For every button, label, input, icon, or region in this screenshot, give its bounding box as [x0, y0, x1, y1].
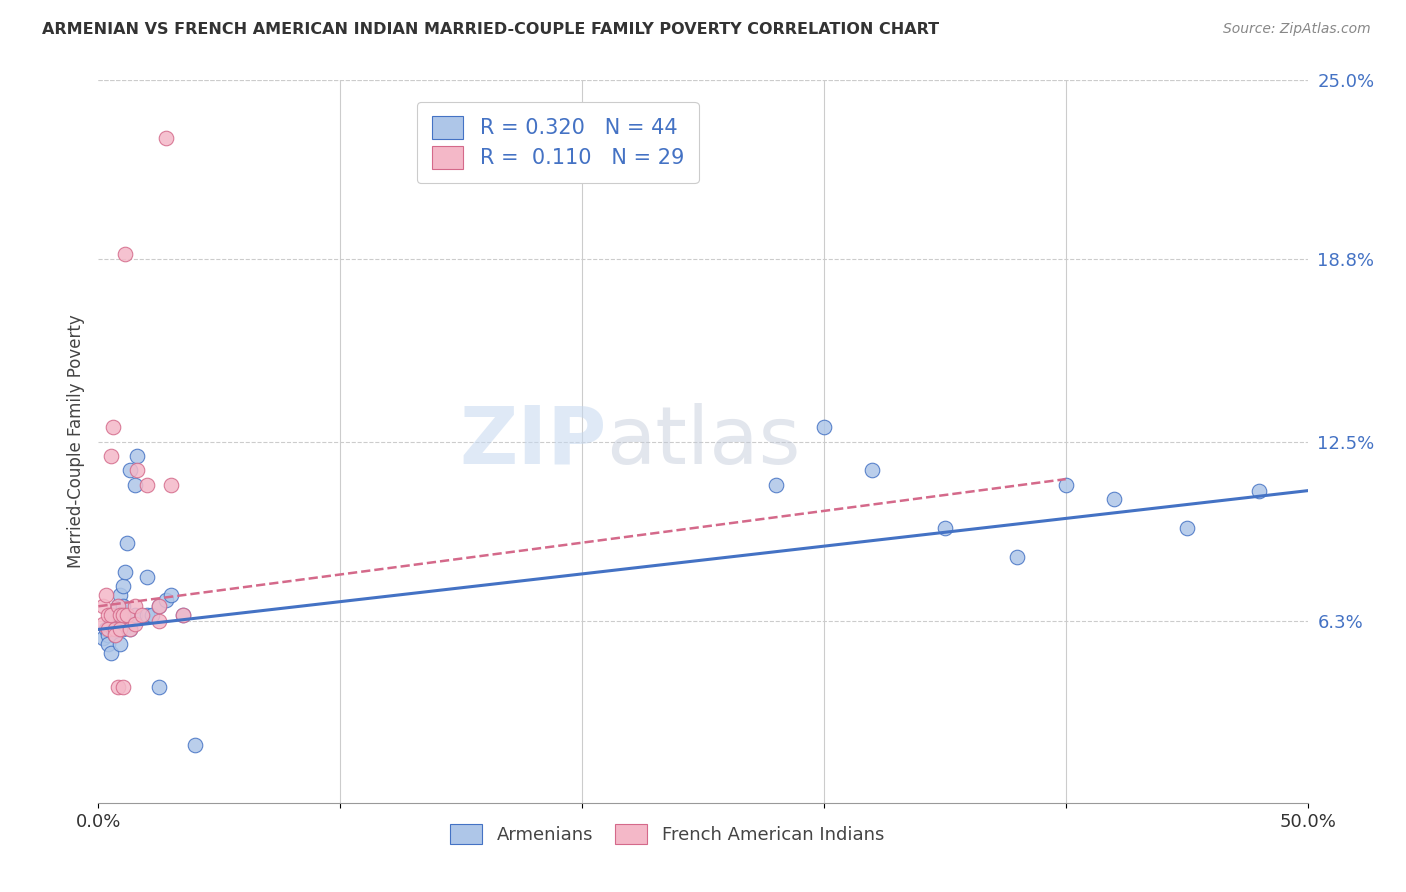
Point — [111, 579, 134, 593]
Point — [1054, 478, 1077, 492]
Point — [148, 599, 170, 614]
Y-axis label: Married-Couple Family Poverty: Married-Couple Family Poverty — [66, 315, 84, 568]
Point — [1102, 492, 1125, 507]
Point — [91, 616, 114, 631]
Point — [127, 449, 149, 463]
Point — [141, 607, 163, 622]
Point — [101, 623, 124, 637]
Point — [131, 607, 153, 622]
Point — [108, 637, 131, 651]
Point — [172, 607, 194, 622]
Point — [107, 599, 129, 614]
Point — [107, 623, 129, 637]
Point — [172, 607, 194, 622]
Text: atlas: atlas — [606, 402, 800, 481]
Point — [91, 599, 114, 614]
Point — [765, 478, 787, 492]
Point — [117, 607, 139, 622]
Point — [155, 593, 177, 607]
Point — [160, 478, 183, 492]
Point — [135, 607, 157, 622]
Point — [1249, 483, 1271, 498]
Point — [148, 599, 170, 614]
Point — [124, 478, 146, 492]
Point — [148, 614, 170, 628]
Point — [104, 628, 127, 642]
Point — [107, 607, 129, 622]
Point — [107, 680, 129, 694]
Point — [117, 614, 139, 628]
Point — [127, 463, 149, 477]
Point — [118, 463, 141, 477]
Point — [148, 680, 170, 694]
Point — [184, 738, 207, 752]
Point — [94, 623, 117, 637]
Point — [101, 607, 124, 622]
Point — [108, 607, 131, 622]
Point — [97, 628, 120, 642]
Text: ARMENIAN VS FRENCH AMERICAN INDIAN MARRIED-COUPLE FAMILY POVERTY CORRELATION CHA: ARMENIAN VS FRENCH AMERICAN INDIAN MARRI… — [42, 22, 939, 37]
Point — [111, 623, 134, 637]
Point — [135, 478, 157, 492]
Point — [94, 588, 117, 602]
Point — [104, 614, 127, 628]
Point — [118, 623, 141, 637]
Point — [124, 607, 146, 622]
Point — [124, 616, 146, 631]
Point — [111, 599, 134, 614]
Point — [114, 565, 136, 579]
Point — [100, 449, 122, 463]
Point — [114, 246, 136, 260]
Point — [160, 588, 183, 602]
Point — [97, 637, 120, 651]
Text: Source: ZipAtlas.com: Source: ZipAtlas.com — [1223, 22, 1371, 37]
Point — [100, 646, 122, 660]
Point — [1007, 550, 1029, 565]
Point — [104, 628, 127, 642]
Point — [107, 599, 129, 614]
Point — [108, 623, 131, 637]
Point — [101, 420, 124, 434]
Point — [124, 599, 146, 614]
Point — [155, 131, 177, 145]
Point — [97, 623, 120, 637]
Point — [813, 420, 835, 434]
Point — [1175, 521, 1198, 535]
Point — [108, 588, 131, 602]
Point — [100, 616, 122, 631]
Point — [111, 680, 134, 694]
Point — [91, 631, 114, 645]
Point — [117, 535, 139, 549]
Text: ZIP: ZIP — [458, 402, 606, 481]
Point — [135, 570, 157, 584]
Point — [111, 607, 134, 622]
Point — [934, 521, 956, 535]
Point — [100, 607, 122, 622]
Legend: Armenians, French American Indians: Armenians, French American Indians — [439, 814, 894, 855]
Point — [860, 463, 883, 477]
Point — [118, 623, 141, 637]
Point — [104, 623, 127, 637]
Point — [97, 607, 120, 622]
